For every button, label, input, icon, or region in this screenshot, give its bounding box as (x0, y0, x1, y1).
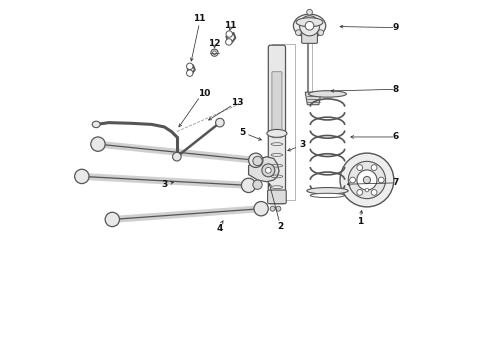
Circle shape (213, 51, 216, 54)
Text: 11: 11 (224, 21, 237, 30)
Circle shape (295, 30, 301, 36)
FancyBboxPatch shape (268, 190, 286, 204)
Text: 3: 3 (161, 180, 168, 189)
Text: 1: 1 (357, 217, 363, 226)
Polygon shape (305, 92, 321, 105)
Circle shape (357, 190, 363, 195)
Circle shape (254, 202, 269, 216)
Circle shape (371, 165, 377, 170)
Ellipse shape (309, 91, 346, 97)
Text: 9: 9 (392, 23, 399, 32)
Polygon shape (248, 157, 279, 182)
Circle shape (91, 137, 105, 151)
Text: 5: 5 (239, 128, 245, 137)
FancyBboxPatch shape (272, 72, 282, 138)
Circle shape (270, 206, 275, 211)
Circle shape (357, 170, 377, 190)
Circle shape (378, 177, 384, 183)
Text: 2: 2 (278, 222, 284, 231)
Circle shape (305, 22, 314, 30)
Ellipse shape (267, 130, 287, 137)
Circle shape (266, 167, 271, 173)
Circle shape (105, 212, 120, 226)
Circle shape (225, 39, 232, 45)
Circle shape (187, 63, 193, 69)
Circle shape (242, 178, 256, 193)
Ellipse shape (310, 193, 344, 198)
Circle shape (371, 190, 377, 195)
Circle shape (172, 152, 181, 161)
FancyBboxPatch shape (269, 45, 286, 204)
Circle shape (350, 177, 355, 183)
Ellipse shape (294, 14, 326, 37)
Text: 4: 4 (217, 224, 223, 233)
Text: 7: 7 (392, 178, 399, 187)
Text: 10: 10 (197, 89, 210, 98)
Circle shape (307, 9, 313, 15)
Ellipse shape (92, 121, 100, 128)
Circle shape (299, 16, 319, 36)
Circle shape (253, 180, 262, 189)
Circle shape (276, 206, 281, 211)
Circle shape (211, 49, 218, 56)
Ellipse shape (307, 188, 348, 194)
Circle shape (364, 176, 370, 184)
Circle shape (216, 118, 224, 127)
Text: 13: 13 (231, 98, 244, 107)
Circle shape (248, 153, 263, 167)
Text: 12: 12 (208, 39, 221, 48)
Ellipse shape (296, 18, 323, 27)
FancyBboxPatch shape (302, 28, 318, 43)
Circle shape (318, 30, 323, 36)
Circle shape (340, 153, 394, 207)
Circle shape (262, 164, 275, 177)
Circle shape (253, 156, 262, 166)
Text: 11: 11 (193, 14, 206, 23)
Circle shape (187, 70, 193, 76)
Circle shape (357, 165, 363, 170)
Circle shape (226, 31, 232, 37)
Text: 6: 6 (392, 132, 399, 141)
Circle shape (348, 161, 386, 199)
Text: 3: 3 (299, 140, 305, 149)
Circle shape (74, 169, 89, 184)
Circle shape (365, 188, 368, 192)
Text: 8: 8 (392, 85, 399, 94)
